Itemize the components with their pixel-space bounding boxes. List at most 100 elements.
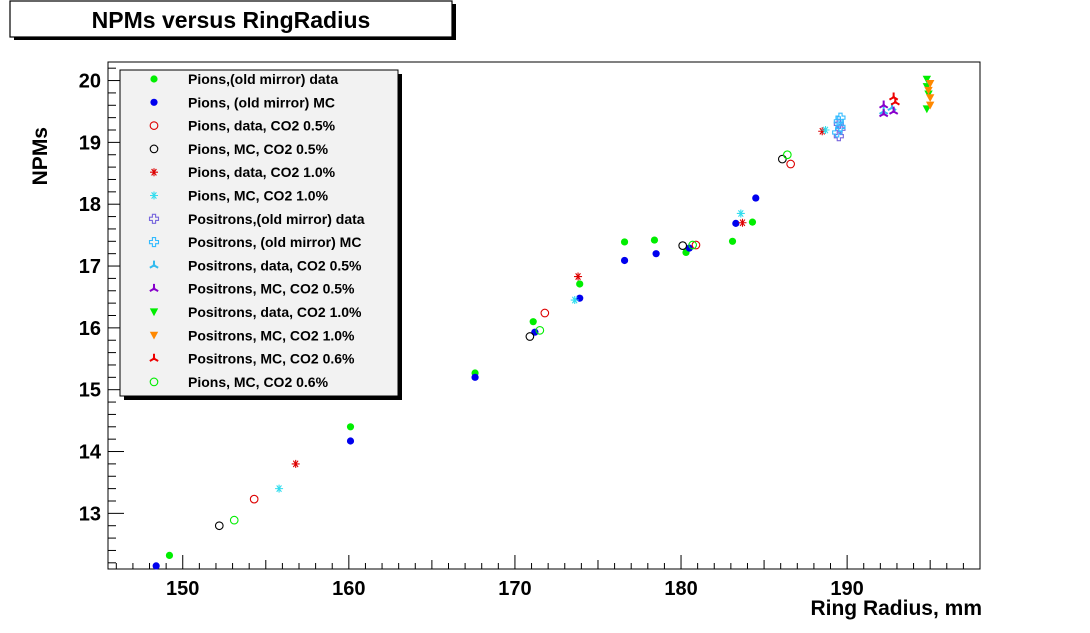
y-tick-label: 17 — [79, 256, 101, 278]
data-point — [570, 296, 579, 305]
legend: Pions,(old mirror) data Pions, (old mirro… — [119, 69, 402, 400]
data-point — [922, 75, 932, 84]
chart-title: NPMs versus RingRadius — [92, 7, 371, 33]
data-point — [650, 236, 659, 244]
data-point — [525, 332, 535, 341]
legend-marker — [150, 98, 158, 106]
legend-marker — [149, 121, 159, 130]
legend-marker — [149, 144, 159, 154]
data-point — [275, 484, 284, 493]
data-point — [152, 562, 160, 570]
legend-marker — [150, 168, 158, 177]
data-point — [678, 241, 688, 250]
legend-marker — [148, 237, 160, 248]
x-tick-label: 190 — [830, 578, 863, 600]
data-point — [346, 437, 355, 445]
chart-title-box: NPMs versus RingRadius — [9, 0, 456, 40]
y-axis: 13 14 15 16 17 18 19 20 — [79, 67, 124, 564]
legend-marker — [149, 377, 159, 387]
y-tick-label: 18 — [79, 194, 101, 216]
data-point — [165, 551, 174, 559]
y-tick-label: 16 — [79, 318, 101, 340]
data-point — [736, 209, 745, 218]
legend-label: Positrons, data, CO2 0.5% — [188, 257, 362, 273]
legend-entry: Pions, MC, CO2 1.0% — [150, 188, 329, 204]
data-point — [782, 150, 792, 160]
legend-entry: Positrons, MC, CO2 1.0% — [149, 327, 355, 343]
data-point — [535, 325, 545, 335]
data-point — [786, 159, 796, 169]
data-point — [833, 116, 844, 127]
y-axis-label: NPMs — [29, 127, 52, 185]
data-points — [152, 75, 935, 570]
data-point — [531, 328, 539, 336]
legend-entry: Pions,(old mirror) data — [150, 71, 338, 87]
legend-entry: Positrons, data, CO2 1.0% — [149, 304, 362, 320]
legend-entry: Pions, data, CO2 0.5% — [149, 118, 336, 134]
data-point — [835, 112, 846, 123]
x-tick-label: 180 — [664, 578, 697, 600]
data-point — [738, 218, 747, 227]
data-point — [691, 240, 701, 250]
legend-label: Positrons, MC, CO2 1.0% — [188, 327, 355, 343]
legend-entry: Positrons, data, CO2 0.5% — [149, 257, 362, 273]
data-point — [835, 121, 846, 132]
y-tick-label: 15 — [79, 380, 101, 402]
data-point — [214, 521, 224, 531]
data-point — [346, 423, 355, 431]
legend-marker — [149, 260, 159, 269]
data-point — [576, 280, 584, 288]
legend-label: Pions, MC, CO2 0.6% — [188, 374, 329, 390]
legend-label: Pions, MC, CO2 0.5% — [188, 141, 329, 157]
data-point — [879, 100, 889, 109]
legend-marker — [149, 353, 159, 362]
data-point — [925, 80, 935, 88]
legend-label: Positrons, (old mirror) MC — [188, 234, 361, 250]
legend-label: Pions, (old mirror) MC — [188, 94, 335, 110]
x-tick-label: 160 — [332, 578, 365, 600]
data-point — [925, 101, 935, 110]
x-axis: 150 160 170 180 190 — [115, 555, 964, 600]
data-point — [540, 308, 550, 318]
data-point — [924, 86, 933, 95]
data-point — [728, 237, 737, 245]
data-point — [748, 218, 757, 226]
x-axis-label: Ring Radius, mm — [810, 597, 982, 620]
data-point — [576, 294, 584, 302]
data-point — [879, 109, 889, 118]
legend-marker — [149, 308, 159, 317]
legend-entry: Positrons, (old mirror) MC — [148, 234, 361, 250]
data-point — [890, 97, 900, 106]
legend-label: Pions, data, CO2 0.5% — [188, 118, 336, 134]
data-point — [732, 219, 740, 227]
legend-label: Positrons, MC, CO2 0.5% — [188, 281, 355, 297]
data-point — [888, 106, 899, 115]
data-point — [818, 127, 827, 136]
data-point — [777, 154, 787, 164]
legend-entry: Positrons, MC, CO2 0.6% — [149, 351, 355, 367]
data-point — [888, 92, 899, 101]
legend-entry: Pions, MC, CO2 0.6% — [149, 374, 329, 390]
data-point — [291, 459, 300, 468]
y-tick-label: 19 — [79, 132, 101, 154]
legend-marker — [150, 75, 158, 83]
legend-entry: Pions, (old mirror) MC — [150, 94, 335, 110]
legend-marker — [148, 213, 160, 224]
data-point — [620, 256, 629, 265]
data-point — [688, 240, 698, 250]
legend-entry: Positrons,(old mirror) data — [148, 211, 365, 227]
data-point — [685, 244, 693, 252]
legend-marker — [149, 331, 159, 340]
legend-marker — [149, 283, 159, 292]
x-tick-label: 150 — [166, 578, 199, 600]
legend-entry: Pions, MC, CO2 0.5% — [149, 141, 329, 157]
data-point — [249, 494, 259, 504]
data-point — [922, 105, 932, 114]
legend-label: Pions,(old mirror) data — [188, 71, 338, 87]
data-point — [821, 126, 830, 135]
data-point — [925, 94, 935, 103]
data-point — [574, 272, 583, 281]
y-tick-label: 20 — [79, 71, 101, 93]
legend-entry: Positrons, MC, CO2 0.5% — [149, 281, 355, 297]
